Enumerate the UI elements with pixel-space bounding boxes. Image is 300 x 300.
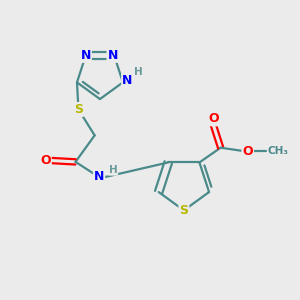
Text: N: N xyxy=(94,170,104,183)
Text: N: N xyxy=(81,49,91,62)
Text: CH₃: CH₃ xyxy=(268,146,289,156)
Text: O: O xyxy=(242,145,253,158)
Text: S: S xyxy=(74,103,83,116)
Text: O: O xyxy=(40,154,51,167)
Text: H: H xyxy=(109,165,117,175)
Text: O: O xyxy=(208,112,219,125)
Text: N: N xyxy=(107,49,118,62)
Text: S: S xyxy=(179,204,188,217)
Text: H: H xyxy=(134,67,142,77)
Text: N: N xyxy=(122,74,133,87)
